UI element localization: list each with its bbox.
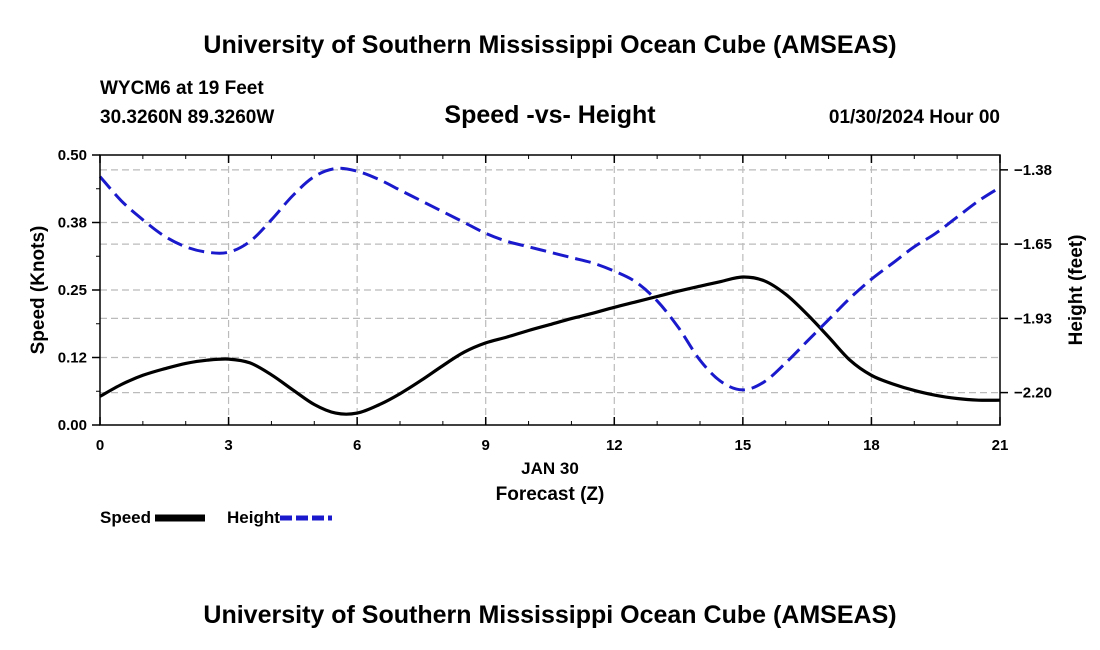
chart-axes: 0 3 6 9 12 15 18 21 0.00 0.12 0.25 0.38 0.50 −2.20 −1.… [58,147,1052,454]
x-tick-label: 15 [735,437,752,454]
legend-speed-label: Speed [100,508,152,527]
station-name: WYCM6 at 19 Feet [100,78,264,99]
chart-main-title: University of Southern Mississippi Ocean… [203,31,897,59]
series-line-speed [99,275,1001,416]
station-coordinates: 30.3260N 89.3260W [100,107,275,128]
chart-series [98,166,1001,416]
y-left-tick-label: 0.50 [58,147,87,164]
y-left-tick-label: 0.38 [58,215,87,232]
x-tick-label: 9 [482,437,490,454]
y-left-tick-label: 0.00 [58,417,87,434]
chart-subtitle: Speed -vs- Height [444,101,656,129]
chart-grid [100,155,1000,425]
x-tick-label: 0 [96,437,104,454]
chart-legend: Speed Height [100,508,336,528]
y-left-tick-label: 0.12 [58,350,87,367]
series-line-height [98,166,1001,392]
x-tick-label: 6 [353,437,361,454]
forecast-datetime: 01/30/2024 Hour 00 [828,107,1000,128]
x-tick-label: 18 [863,437,880,454]
legend-height-label: Height [227,508,280,527]
y-right-tick-label: −2.20 [1014,385,1052,402]
y-right-tick-label: −1.93 [1014,310,1052,327]
legend-speed-swatch [155,514,206,522]
y-axis-left-title: Speed (Knots) [28,226,49,355]
x-tick-label: 3 [224,437,232,454]
x-tick-label: 12 [606,437,623,454]
y-axis-right-title: Height (feet) [1066,235,1087,346]
x-axis-title: Forecast (Z) [496,484,605,505]
x-axis-date-label: JAN 30 [521,459,579,478]
y-right-tick-label: −1.65 [1014,236,1052,253]
legend-height-swatch [279,515,332,521]
x-tick-label: 21 [992,437,1009,454]
y-right-tick-label: −1.38 [1014,162,1052,179]
y-left-tick-label: 0.25 [58,282,87,299]
footer-title: University of Southern Mississippi Ocean… [203,601,897,629]
